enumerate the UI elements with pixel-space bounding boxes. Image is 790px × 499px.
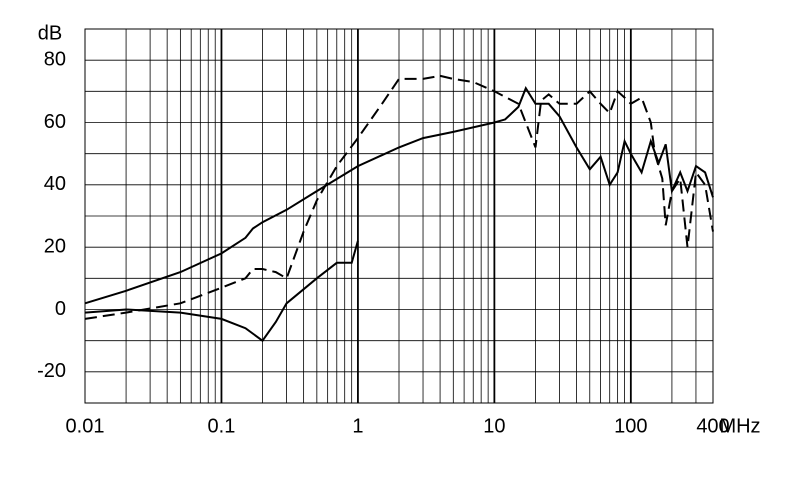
y-tick-label: 20 — [44, 235, 66, 257]
x-tick-label: 0.01 — [66, 415, 105, 437]
x-tick-label: 400 — [696, 415, 729, 437]
x-tick-label: 100 — [614, 415, 647, 437]
line-series — [84, 85, 714, 305]
y-unit: dB — [38, 22, 62, 44]
y-tick-label: 40 — [44, 173, 66, 195]
y-tick-label: 60 — [44, 111, 66, 133]
x-tick-label: 0.1 — [208, 415, 236, 437]
plot-frame — [84, 28, 714, 404]
line-series — [84, 74, 714, 320]
y-tick-label: 0 — [55, 298, 66, 320]
x-unit: MHz — [719, 415, 760, 437]
y-tick-label: 80 — [44, 48, 66, 70]
x-tick-label: 10 — [483, 415, 505, 437]
line-series — [84, 240, 359, 343]
y-tick-label: -20 — [37, 360, 66, 382]
x-tick-label: 1 — [352, 415, 363, 437]
